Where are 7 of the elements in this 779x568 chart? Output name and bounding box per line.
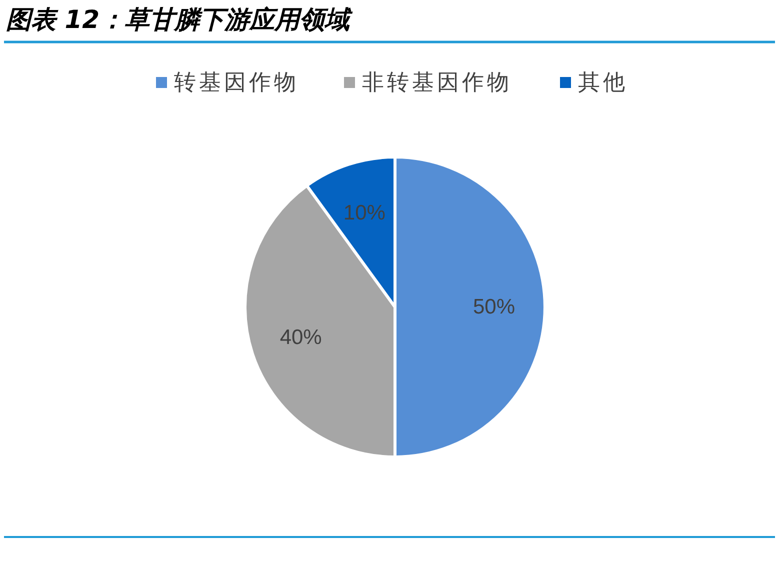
chart-title: 图表 12：草甘膦下游应用领域 (6, 5, 354, 34)
legend-label: 其他 (578, 70, 628, 96)
data-label: 50% (472, 296, 516, 318)
legend-label: 非转基因作物 (362, 70, 512, 96)
legend-label: 转基因作物 (174, 70, 299, 96)
data-label: 10% (343, 201, 386, 224)
data-label: 40% (280, 326, 322, 350)
